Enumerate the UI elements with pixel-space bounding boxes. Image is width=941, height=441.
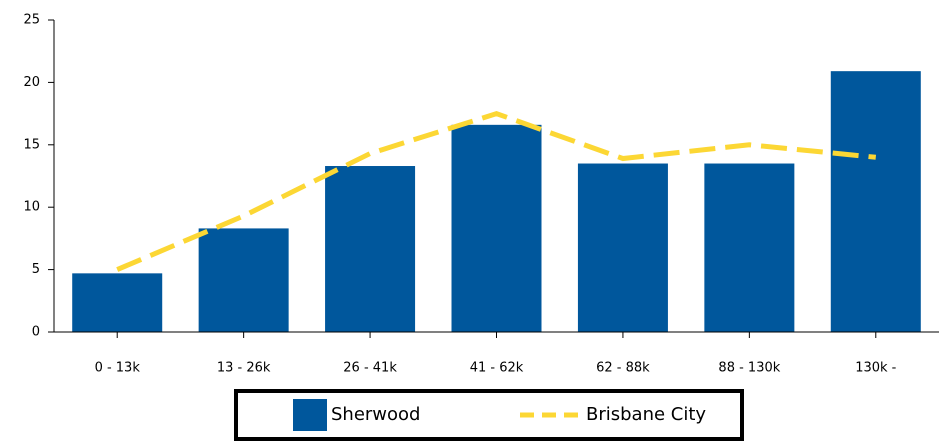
- x-tick-label: 62 - 88k: [596, 361, 650, 376]
- line: [116, 110, 877, 272]
- bar: [451, 124, 542, 332]
- bar: [198, 228, 289, 332]
- legend-label: Sherwood: [331, 404, 420, 425]
- y-tick-label: 15: [23, 137, 40, 152]
- bar: [577, 163, 668, 332]
- x-tick-label: 13 - 26k: [217, 361, 271, 376]
- y-tick-label: 10: [23, 200, 40, 215]
- legend-label: Brisbane City: [586, 404, 706, 425]
- bar: [72, 273, 163, 332]
- y-tick-label: 20: [23, 75, 40, 90]
- bar: [830, 71, 921, 332]
- bar: [704, 163, 795, 332]
- x-tick-label: 26 - 41k: [343, 361, 397, 376]
- x-tick-label: 88 - 130k: [718, 361, 780, 376]
- x-tick-label: 41 - 62k: [470, 361, 524, 376]
- bar: [325, 166, 416, 332]
- y-tick-label: 0: [32, 325, 40, 340]
- x-tick-label: 130k -: [855, 361, 896, 376]
- x-tick-label: 0 - 13k: [95, 361, 141, 376]
- y-tick-label: 25: [23, 13, 40, 28]
- legend-swatch: [293, 399, 327, 431]
- y-tick-label: 5: [32, 262, 40, 277]
